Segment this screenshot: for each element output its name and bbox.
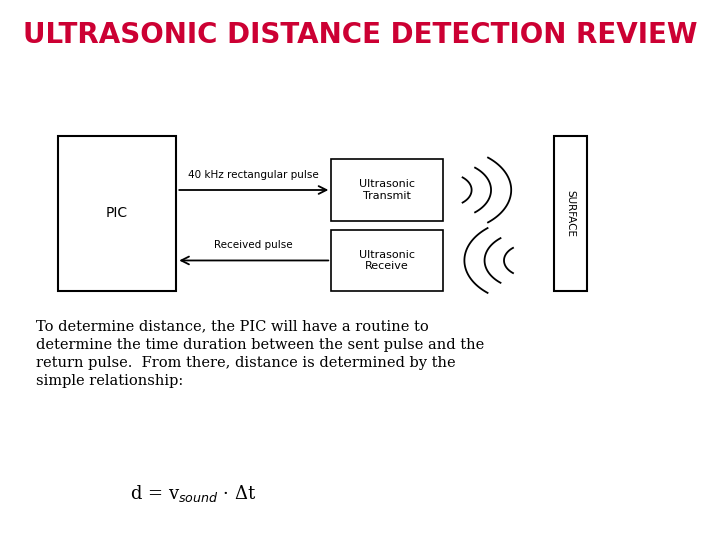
Text: PIC: PIC [106,206,128,220]
Text: 40 kHz rectangular pulse: 40 kHz rectangular pulse [189,170,319,180]
Text: Received pulse: Received pulse [215,240,293,250]
Text: To determine distance, the PIC will have a routine to
determine the time duratio: To determine distance, the PIC will have… [36,319,485,388]
Text: Ultrasonic
Receive: Ultrasonic Receive [359,249,415,271]
Text: Ultrasonic
Transmit: Ultrasonic Transmit [359,179,415,201]
Bar [58,136,176,291]
Bar [331,159,443,220]
Text: d = v$_{sound}$ · Δt: d = v$_{sound}$ · Δt [130,483,256,503]
Text: SURFACE: SURFACE [566,190,575,237]
Bar [331,230,443,291]
Text: ULTRASONIC DISTANCE DETECTION REVIEW: ULTRASONIC DISTANCE DETECTION REVIEW [23,21,697,49]
Bar [554,136,587,291]
